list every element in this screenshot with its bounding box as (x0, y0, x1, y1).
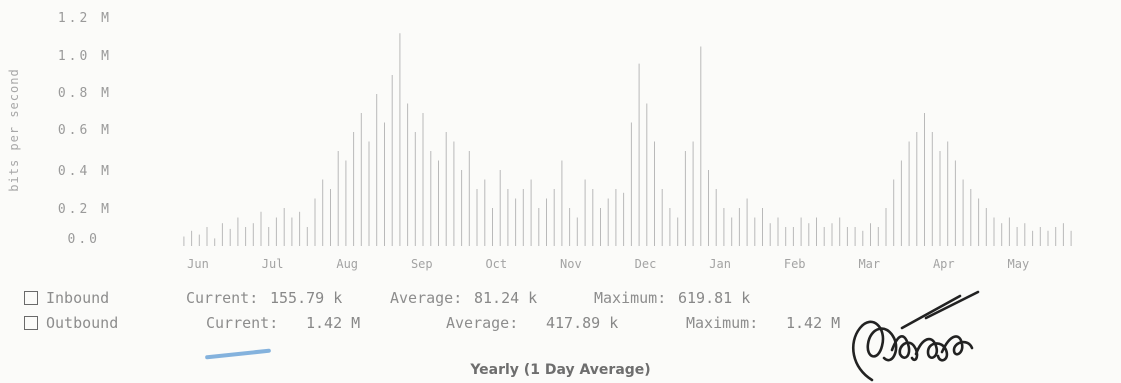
outbound-average-value: 417.89 k (546, 314, 619, 332)
x-tick: Jan (709, 257, 731, 271)
x-tick: Mar (858, 257, 880, 271)
inbound-average-label: Average: (390, 289, 463, 307)
x-tick: Dec (635, 257, 657, 271)
inbound-maximum-value: 619.81 k (678, 289, 751, 307)
x-tick: Jul (262, 257, 284, 271)
legend-outbound: Outbound Current: 1.42 M Average: 417.89… (24, 313, 876, 333)
x-tick: Sep (411, 257, 433, 271)
inbound-checkbox[interactable] (24, 291, 38, 305)
outbound-current-value: 1.42 M (306, 314, 361, 332)
outbound-checkbox[interactable] (24, 316, 38, 330)
inbound-current-label: Current: (186, 289, 259, 307)
chart-caption: Yearly (1 Day Average) (470, 362, 651, 378)
x-tick: Feb (784, 257, 806, 271)
inbound-bars (183, 33, 1072, 246)
outbound-label: Outbound (46, 314, 119, 332)
outbound-maximum-value: 1.42 M (786, 314, 841, 332)
y-axis-label: bits per second (7, 68, 21, 191)
y-tick: 0.6 M (58, 123, 112, 138)
y-tick: 0.2 M (58, 202, 112, 217)
y-tick: 0.4 M (58, 164, 112, 179)
pen-mark (204, 348, 272, 360)
x-tick: Jun (187, 257, 209, 271)
y-axis-ticks: 0.0 0.2 M 0.4 M 0.6 M 0.8 M 1.0 M 1.2 M (58, 11, 112, 247)
x-tick: Nov (560, 257, 582, 271)
x-tick: Apr (933, 257, 955, 271)
outbound-average-label: Average: (446, 314, 519, 332)
legend-inbound: Inbound Current: 155.79 k Average: 81.24… (24, 288, 768, 308)
y-tick: 0.8 M (58, 86, 112, 101)
traffic-chart: bits per second 0.0 0.2 M 0.4 M 0.6 M 0.… (7, 11, 1072, 271)
outbound-maximum-label: Maximum: (686, 314, 759, 332)
inbound-label: Inbound (46, 289, 110, 307)
inbound-current-value: 155.79 k (270, 289, 343, 307)
y-tick: 1.0 M (58, 49, 112, 64)
x-axis-ticks: Jun Jul Aug Sep Oct Nov Dec Jan Feb Mar Apr May (187, 257, 1029, 271)
inbound-maximum-label: Maximum: (594, 289, 667, 307)
y-tick: 0.0 (68, 232, 100, 247)
y-tick: 1.2 M (58, 11, 112, 26)
handwritten-signature (852, 290, 980, 382)
x-tick: May (1008, 257, 1030, 271)
inbound-average-value: 81.24 k (474, 289, 538, 307)
x-tick: Aug (336, 257, 358, 271)
outbound-current-label: Current: (206, 314, 279, 332)
x-tick: Oct (485, 257, 507, 271)
